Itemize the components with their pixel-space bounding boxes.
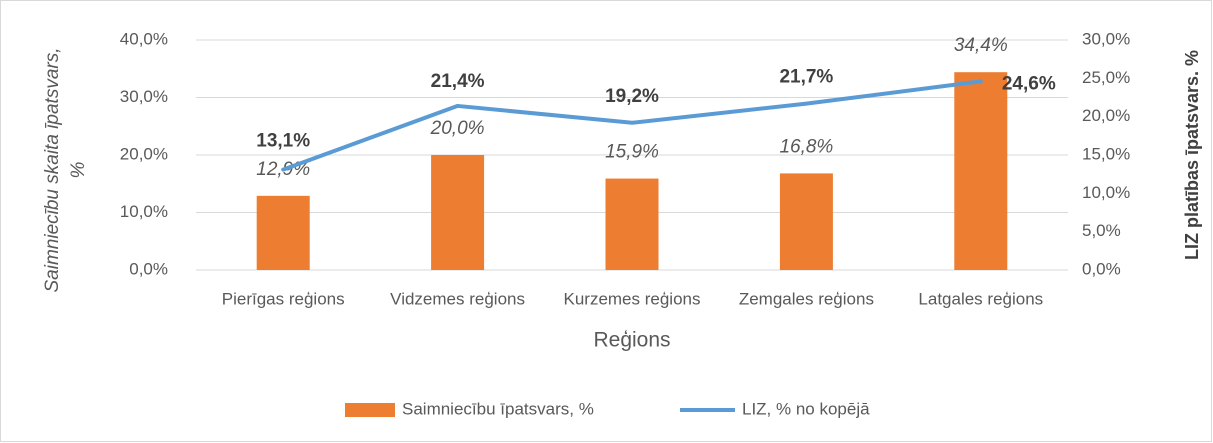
y-tick-label: 0,0%: [129, 259, 168, 278]
y-tick-label: 10,0%: [120, 202, 168, 221]
y2-tick-label: 20,0%: [1082, 106, 1130, 125]
x-tick-label: Kurzemes reģions: [563, 289, 700, 308]
x-tick-label: Zemgales reģions: [739, 289, 874, 308]
y2-tick-label: 5,0%: [1082, 221, 1121, 240]
y2-tick-label: 30,0%: [1082, 29, 1130, 48]
y2-tick-label: 0,0%: [1082, 259, 1121, 278]
bar: [431, 155, 485, 270]
x-tick-label: Pierīgas reģions: [222, 289, 345, 308]
line-value-label: 21,4%: [431, 71, 485, 92]
x-tick-label: Latgales reģions: [918, 289, 1043, 308]
y2-axis-title: LIZ platības īpatsvars. %: [1182, 50, 1202, 260]
y2-tick-label: 25,0%: [1082, 68, 1130, 87]
x-tick-label: Vidzemes reģions: [390, 289, 525, 308]
y2-tick-label: 10,0%: [1082, 183, 1130, 202]
bar-value-label: 15,9%: [605, 142, 659, 163]
y-axis-title-box: Saimniecību skaita īpatsvars, %: [42, 47, 89, 293]
line-value-label: 21,7%: [779, 67, 833, 88]
legend-label: LIZ, % no kopējā: [742, 399, 870, 418]
bar: [605, 178, 659, 270]
y2-tick-label: 15,0%: [1082, 144, 1130, 163]
y-axis-title: Saimniecību skaita īpatsvars, %: [42, 47, 89, 293]
y-tick-label: 40,0%: [120, 29, 168, 48]
bar-value-label: 20,0%: [430, 118, 485, 139]
bar-value-label: 34,4%: [954, 35, 1008, 56]
line-value-label: 13,1%: [256, 131, 310, 152]
legend-label: Saimniecību īpatsvars, %: [402, 399, 594, 418]
line-value-label: 24,6%: [1002, 73, 1056, 94]
line-value-label: 19,2%: [605, 86, 659, 107]
bar-value-label: 16,8%: [779, 136, 833, 157]
bar: [954, 72, 1008, 270]
y-tick-label: 20,0%: [120, 144, 168, 163]
legend-swatch: [345, 403, 395, 417]
bar: [779, 173, 833, 270]
bar: [256, 195, 310, 270]
line: [281, 79, 983, 172]
x-axis-title: Reģions: [593, 329, 670, 352]
y-tick-label: 30,0%: [120, 87, 168, 106]
